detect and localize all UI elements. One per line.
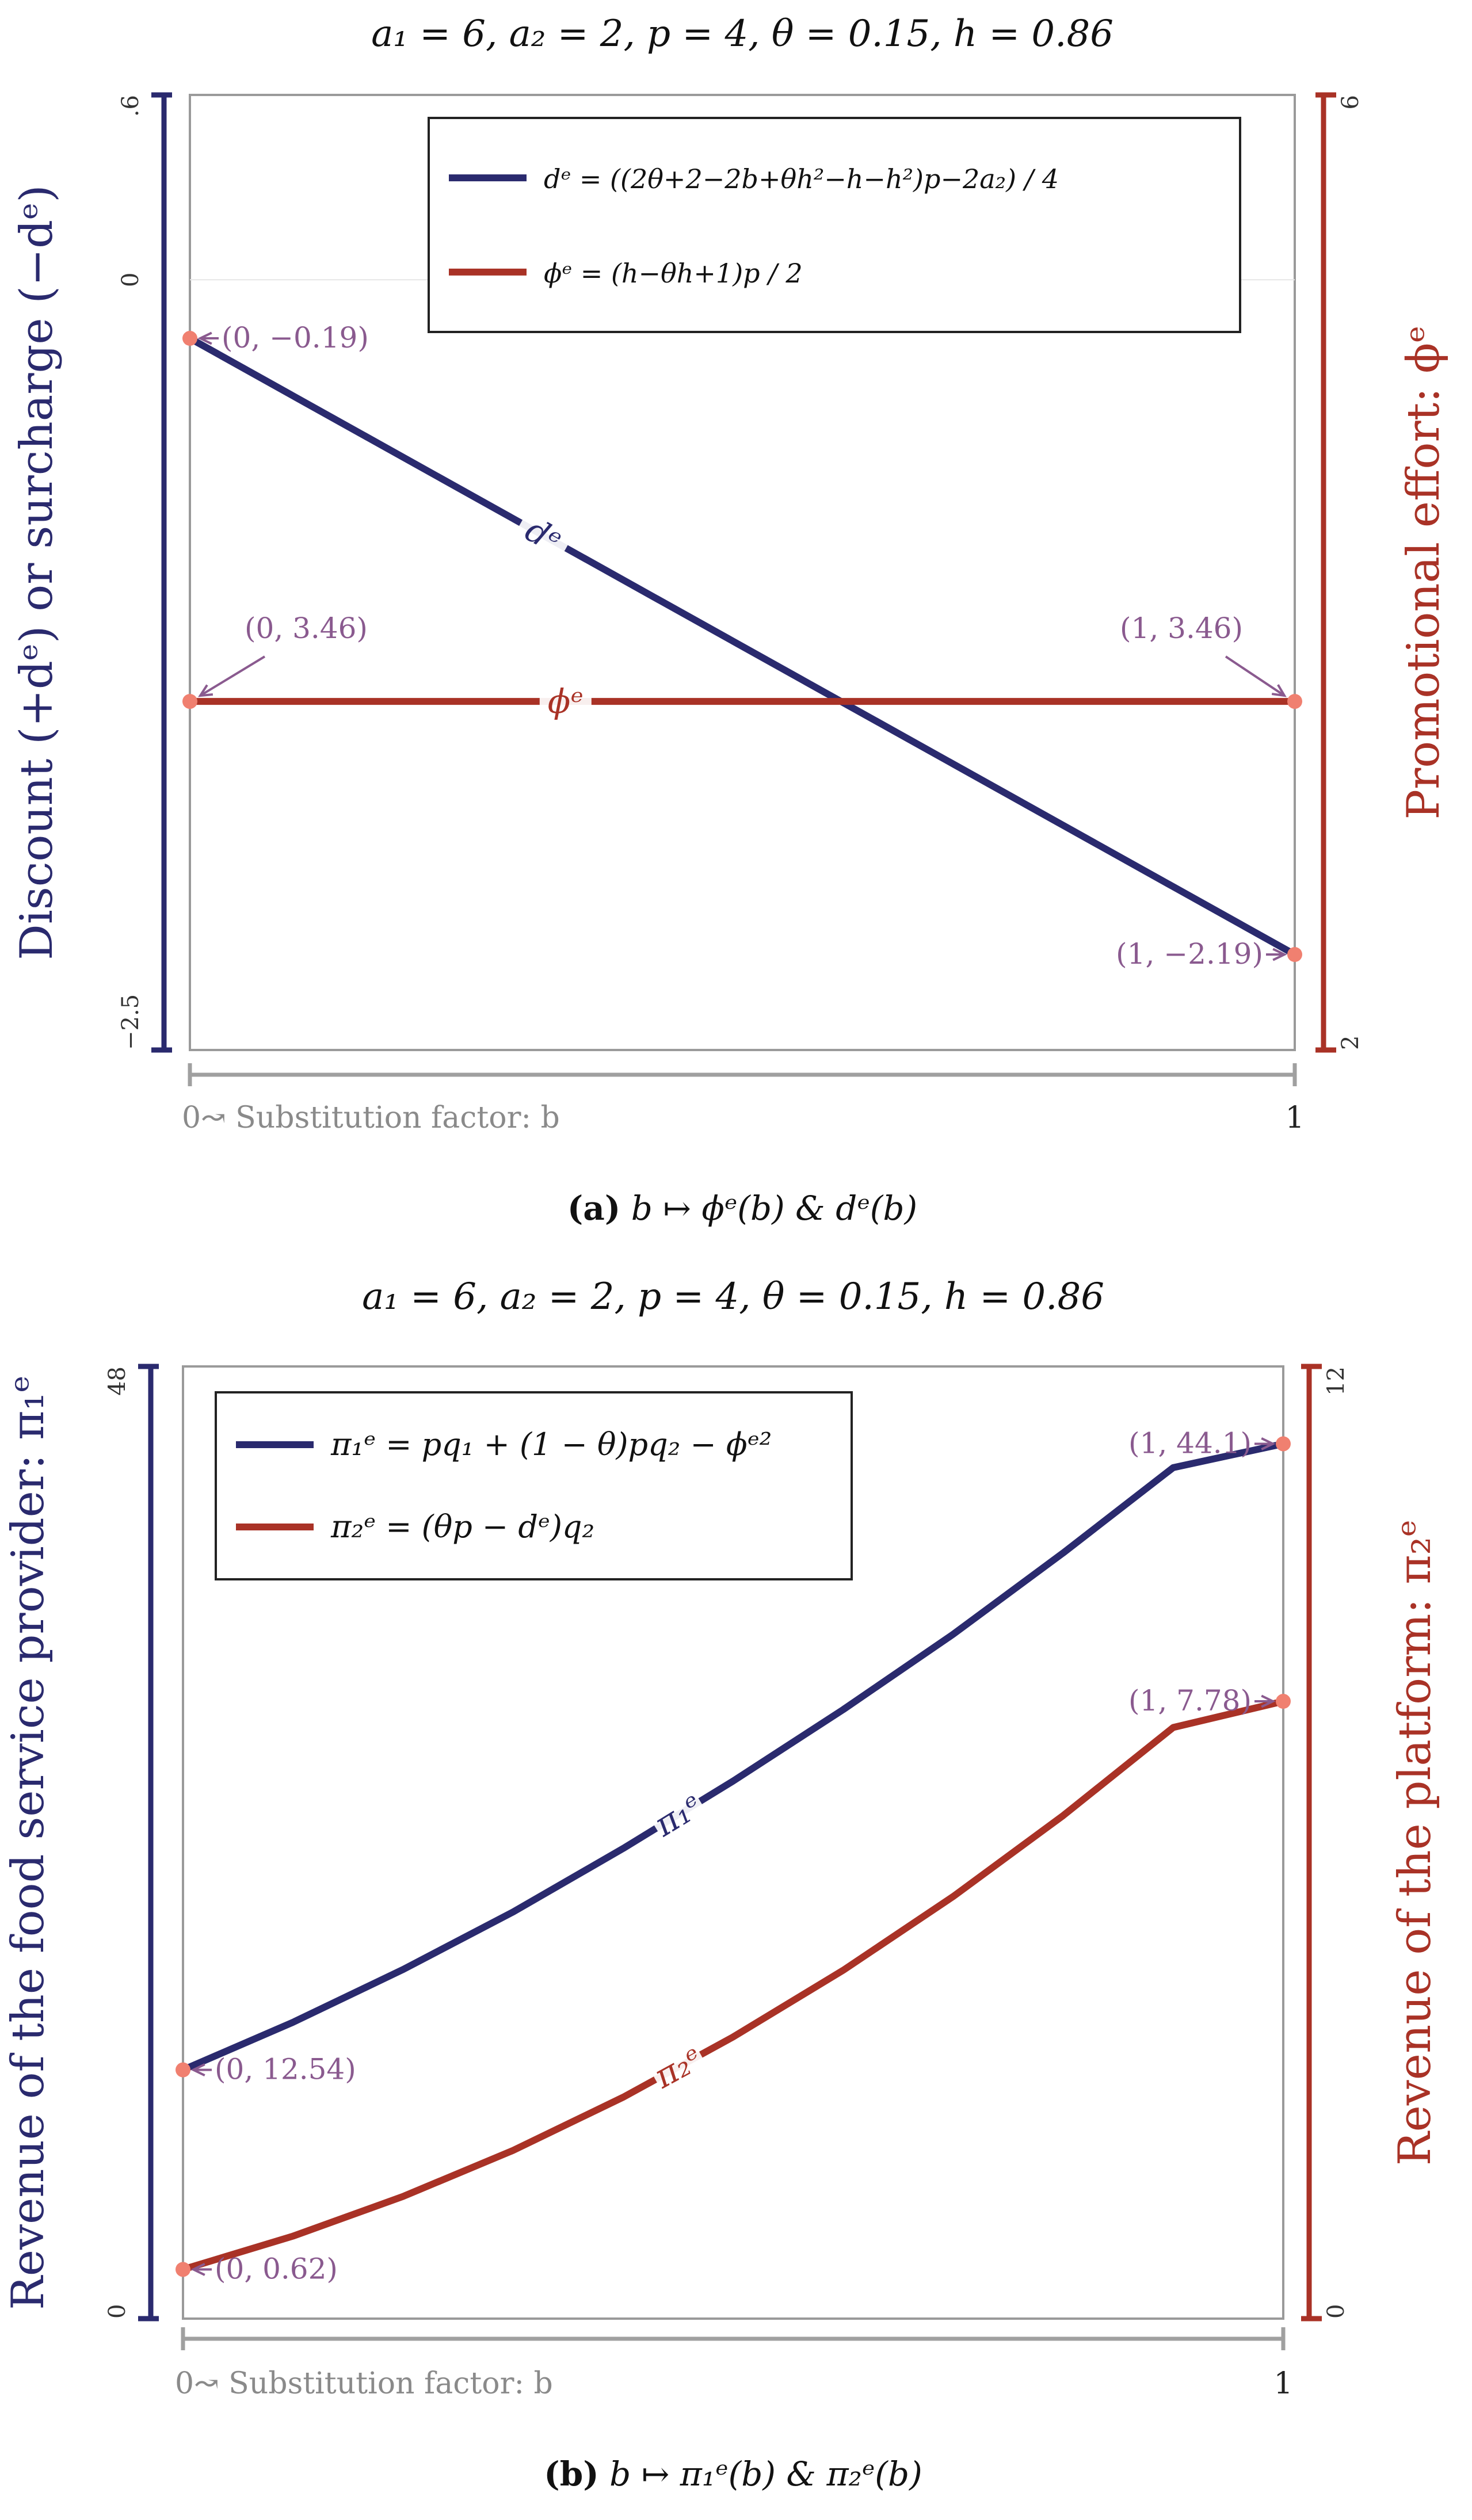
caption-text: b ↦ π₁ᵉ(b) & π₂ᵉ(b) — [609, 2454, 922, 2494]
annotation-label: (0, 0.62) — [215, 2252, 338, 2285]
figure-caption: (a) b ↦ ϕᵉ(b) & dᵉ(b) — [567, 1189, 917, 1228]
inline-label-bg-0 — [512, 506, 575, 564]
annotation-arrowhead — [1272, 948, 1287, 961]
right-tick-label: 12 — [1323, 1366, 1349, 1396]
plot-frame — [182, 1365, 1284, 2320]
annotation-arrowhead — [198, 684, 213, 697]
series-line-1 — [180, 1698, 1287, 2273]
data-point-marker — [182, 331, 197, 346]
left-axis-label: Revenue of the food service provider: π₁… — [2, 1375, 54, 2310]
caption-letter: (a) — [567, 1189, 620, 1228]
left-tick-label: 0 — [117, 273, 144, 287]
right-tick-label: 0 — [1323, 2304, 1349, 2319]
caption-letter: (b) — [544, 2454, 598, 2494]
plot-frame — [189, 94, 1296, 1051]
inline-label-1: ϕᵉ — [548, 682, 584, 721]
annotation-label: (0, −0.19) — [222, 321, 369, 354]
annotation-label: (1, −2.19) — [1116, 937, 1263, 971]
inline-label-0: π₁ᵉ — [647, 1785, 709, 1844]
inline-label-bg-1 — [646, 2038, 710, 2096]
data-point-marker — [176, 2062, 190, 2078]
chart-panel-b: a₁ = 6, a₂ = 2, p = 4, θ = 0.15, h = 0.8… — [2, 1276, 1441, 2494]
x-axis-label: 0↝ Substitution factor: b — [182, 1101, 560, 1135]
left-tick-label: .6 — [117, 95, 144, 117]
annotation-label: (1, 7.78) — [1128, 1684, 1252, 1717]
legend-entry-0: π₁ᵉ = pq₁ + (1 − θ)pq₂ − ϕᵉ² — [330, 1426, 772, 1463]
annotation-arrow — [199, 655, 266, 697]
annotation-label: (0, 3.46) — [245, 612, 368, 645]
legend-entry-0: dᵉ = ((2θ+2−2b+θh²−h−h²)p−2a₂) / 4 — [544, 163, 1059, 194]
right-tick-label: 2 — [1337, 1036, 1364, 1050]
x-tick-label-1: 1 — [1273, 2366, 1292, 2401]
figure-caption: (b) b ↦ π₁ᵉ(b) & π₂ᵉ(b) — [544, 2454, 922, 2494]
annotation-label: (1, 44.1) — [1128, 1426, 1252, 1460]
chart-title: a₁ = 6, a₂ = 2, p = 4, θ = 0.15, h = 0.8… — [371, 13, 1113, 55]
caption-text: b ↦ ϕᵉ(b) & dᵉ(b) — [631, 1189, 917, 1228]
x-axis-label: 0↝ Substitution factor: b — [175, 2366, 553, 2401]
chart-panel-a: a₁ = 6, a₂ = 2, p = 4, θ = 0.15, h = 0.8… — [11, 13, 1450, 1228]
annotation-arrowhead — [190, 2063, 205, 2077]
data-point-marker — [1276, 1436, 1291, 1452]
left-tick-label: 0 — [104, 2304, 131, 2319]
inline-label-bg-0 — [646, 1785, 710, 1845]
x-tick-label-1: 1 — [1285, 1101, 1304, 1135]
right-tick-label: 6 — [1337, 95, 1364, 109]
annotation-arrowhead — [1271, 684, 1287, 697]
chart-title: a₁ = 6, a₂ = 2, p = 4, θ = 0.15, h = 0.8… — [362, 1276, 1104, 1318]
left-axis-label: Discount (+dᵉ) or surcharge (−dᵉ) — [11, 185, 63, 960]
annotation-arrow — [1225, 655, 1286, 697]
inline-label-1: π₂ᵉ — [647, 2038, 708, 2096]
legend-box — [428, 117, 1241, 333]
annotation-label: (1, 3.46) — [1120, 612, 1243, 645]
inline-label-bg-1 — [539, 683, 592, 720]
legend-box — [215, 1391, 853, 1580]
data-point-marker — [1287, 694, 1302, 709]
annotation-arrowhead — [1261, 1694, 1276, 1708]
data-point-marker — [176, 2262, 190, 2277]
legend-entry-1: ϕᵉ = (h−θh+1)p / 2 — [544, 258, 803, 289]
left-tick-label: −2.5 — [117, 994, 144, 1050]
series-line-0 — [186, 335, 1298, 958]
data-point-marker — [1276, 1694, 1291, 1709]
right-axis-label: Promotional effort: ϕᵉ — [1398, 326, 1450, 820]
annotation-arrowhead — [190, 2263, 205, 2276]
annotation-label: (0, 12.54) — [215, 2053, 356, 2086]
series-line-0 — [180, 1440, 1287, 2074]
legend-entry-1: π₂ᵉ = (θp − dᵉ)q₂ — [330, 1509, 594, 1545]
data-point-marker — [182, 694, 197, 709]
annotation-arrowhead — [1261, 1437, 1276, 1450]
annotation-arrowhead — [197, 331, 212, 345]
left-tick-label: 48 — [104, 1366, 131, 1396]
right-axis-label: Revenue of the platform: π₂ᵉ — [1389, 1519, 1441, 2166]
data-point-marker — [1287, 947, 1302, 962]
